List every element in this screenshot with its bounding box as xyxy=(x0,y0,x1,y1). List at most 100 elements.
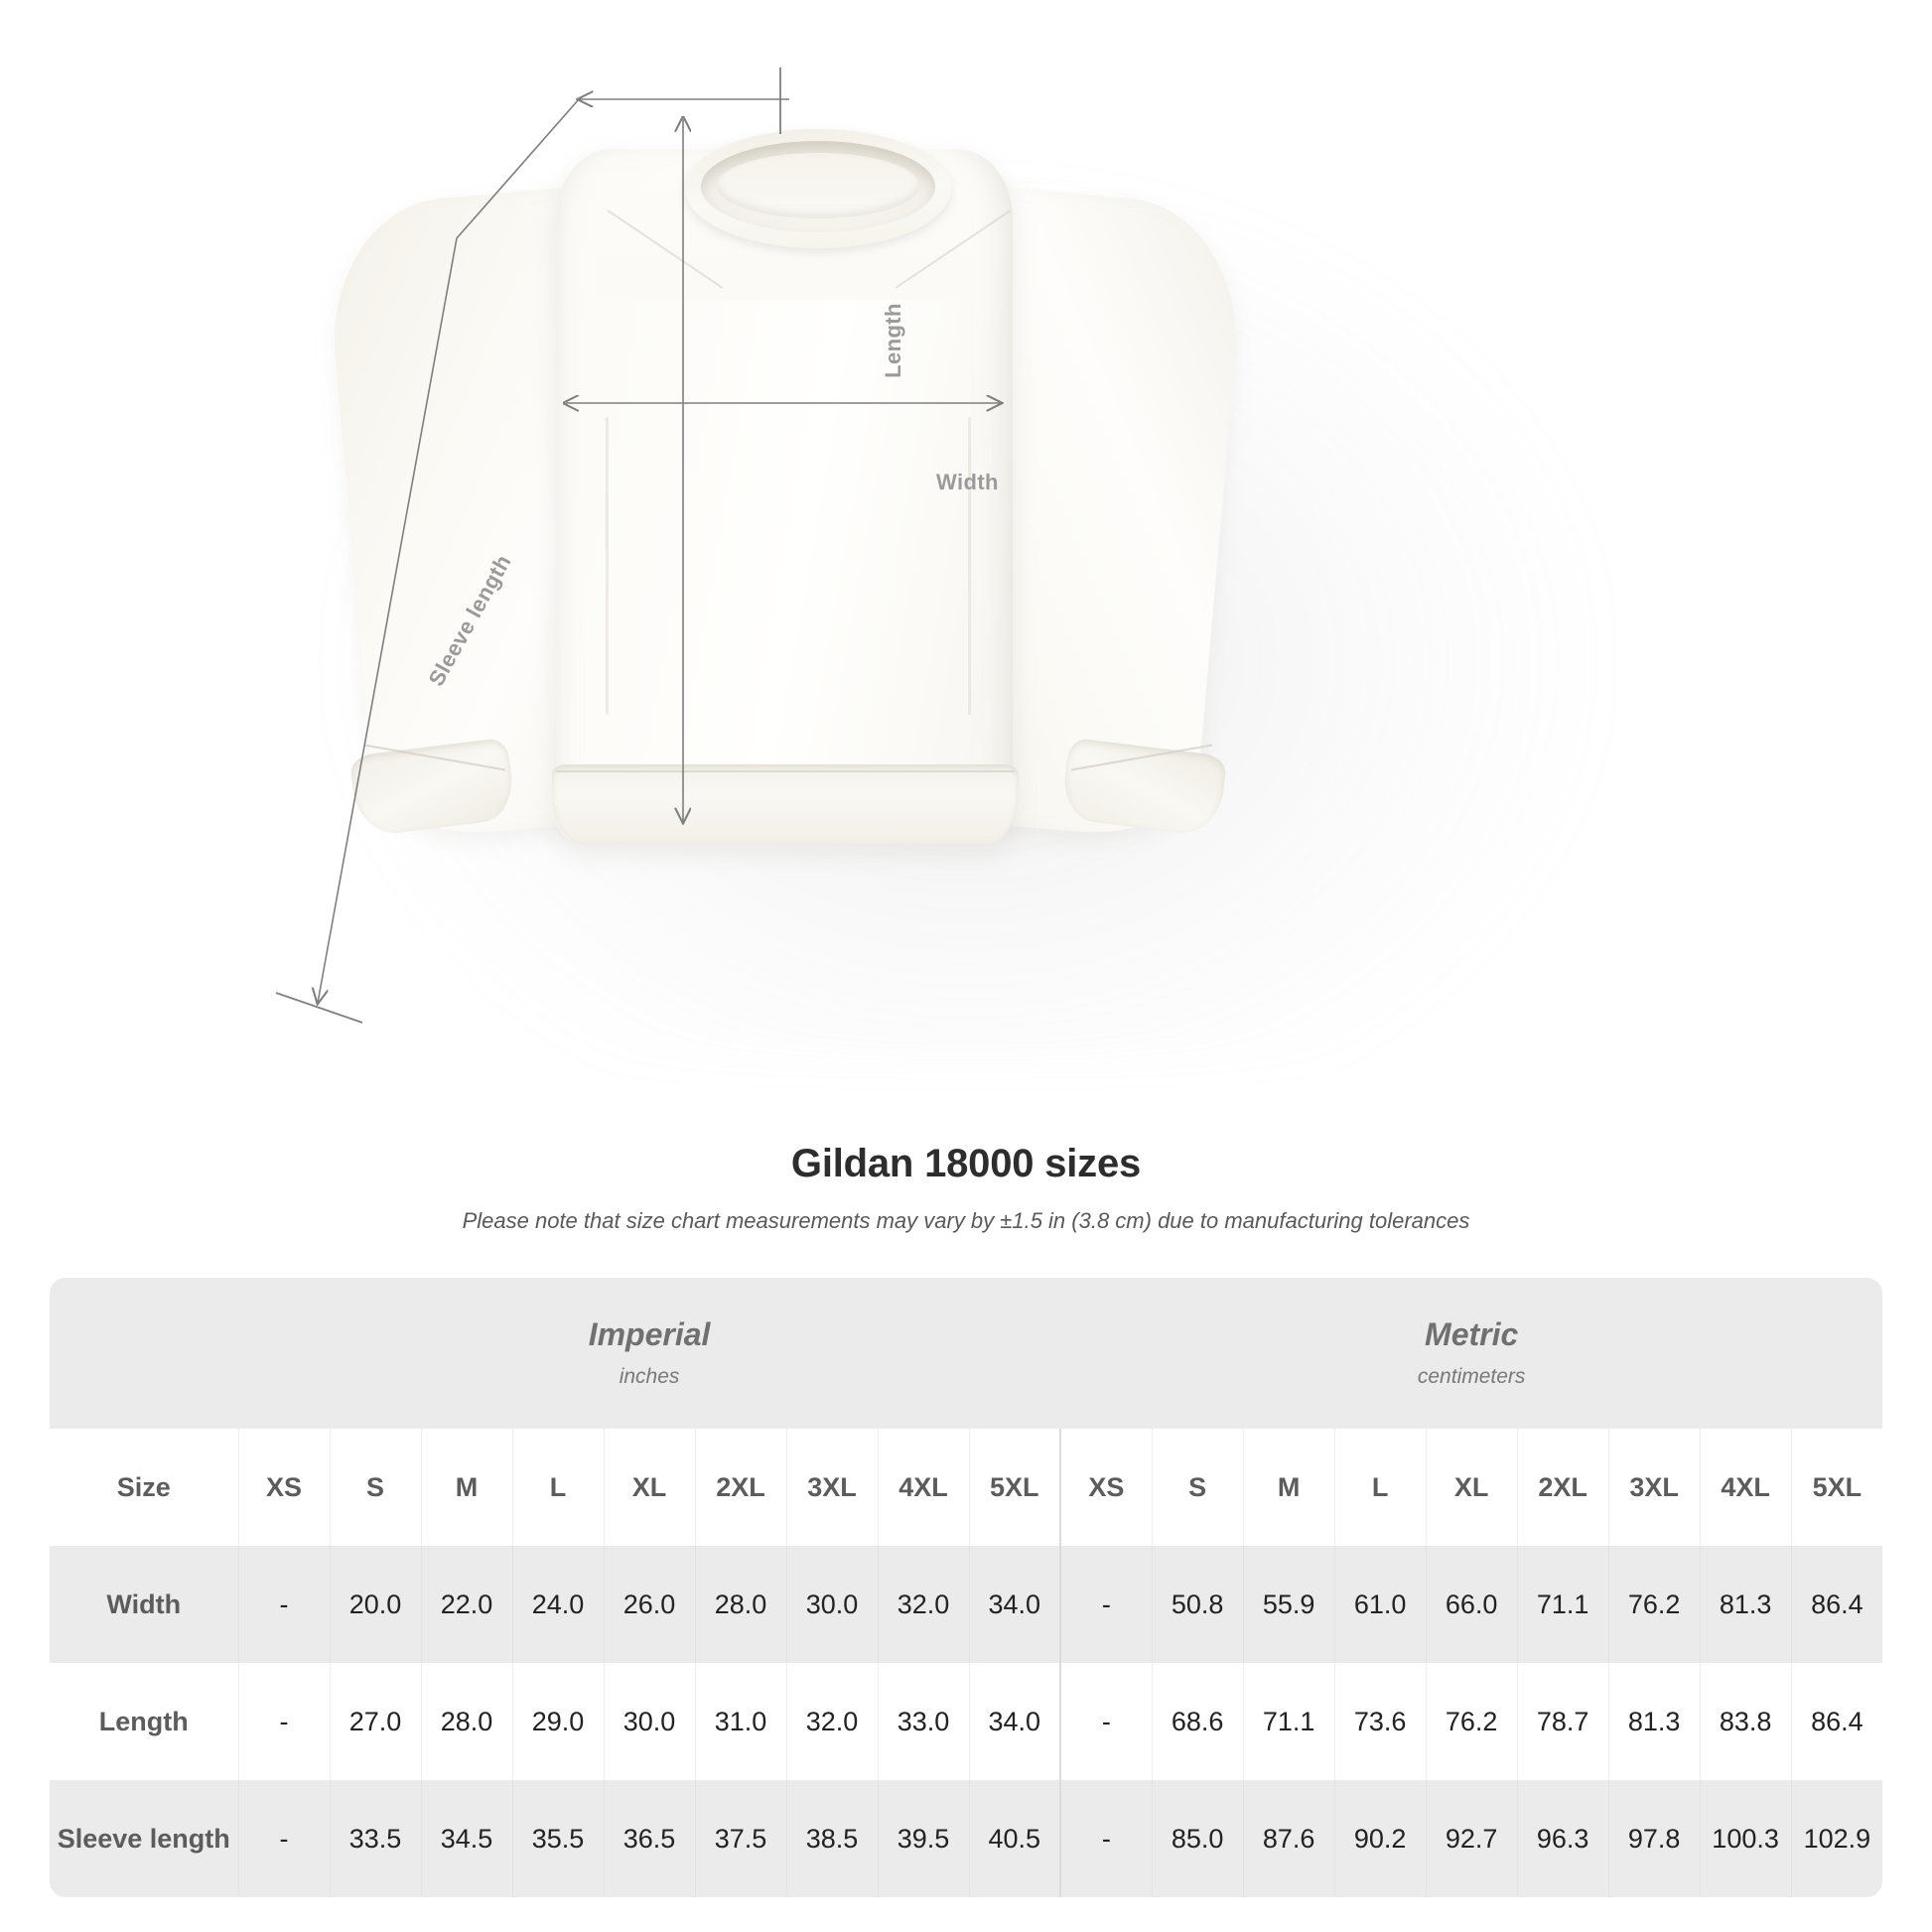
size-header-imperial-5xl: 5XL xyxy=(969,1429,1062,1546)
cell-length-metric-s: 68.6 xyxy=(1152,1663,1244,1780)
collar-opening xyxy=(717,153,919,218)
cell-width-metric-s: 50.8 xyxy=(1152,1546,1244,1663)
cell-sleeve-metric-l: 90.2 xyxy=(1334,1780,1427,1897)
unit-system-row: Imperial inches Metric centimeters xyxy=(50,1278,1882,1429)
cell-length-metric-l: 73.6 xyxy=(1334,1663,1427,1780)
cell-width-imperial-4xl: 32.0 xyxy=(878,1546,970,1663)
cell-sleeve-metric-5xl: 102.9 xyxy=(1791,1780,1882,1897)
cell-width-imperial-m: 22.0 xyxy=(421,1546,513,1663)
size-header-metric-m: M xyxy=(1243,1429,1335,1546)
cell-sleeve-imperial-4xl: 39.5 xyxy=(878,1780,970,1897)
size-header-metric-xs: XS xyxy=(1060,1429,1153,1546)
size-header-metric-5xl: 5XL xyxy=(1791,1429,1882,1546)
metric-label: Metric xyxy=(1425,1316,1519,1353)
size-header-imperial-xs: XS xyxy=(238,1429,331,1546)
cell-length-metric-2xl: 78.7 xyxy=(1517,1663,1609,1780)
cell-width-imperial-s: 20.0 xyxy=(330,1546,422,1663)
cell-width-metric-m: 55.9 xyxy=(1243,1546,1335,1663)
cell-length-metric-xl: 76.2 xyxy=(1426,1663,1518,1780)
cell-length-metric-4xl: 83.8 xyxy=(1700,1663,1792,1780)
size-header-metric-l: L xyxy=(1334,1429,1427,1546)
size-header-metric-2xl: 2XL xyxy=(1517,1429,1609,1546)
cell-width-imperial-3xl: 30.0 xyxy=(786,1546,879,1663)
fabric-fold-left xyxy=(606,417,609,715)
cell-sleeve-imperial-xl: 36.5 xyxy=(604,1780,696,1897)
cell-sleeve-imperial-m: 34.5 xyxy=(421,1780,513,1897)
size-header-label: Size xyxy=(50,1429,239,1546)
size-header-metric-4xl: 4XL xyxy=(1700,1429,1792,1546)
size-header-metric-3xl: 3XL xyxy=(1608,1429,1701,1546)
cell-length-imperial-4xl: 33.0 xyxy=(878,1663,970,1780)
cell-sleeve-metric-xs: - xyxy=(1060,1780,1153,1897)
imperial-header-cell: Imperial inches xyxy=(238,1278,1061,1429)
length-label: Length xyxy=(880,303,905,378)
tolerance-note: Please note that size chart measurements… xyxy=(462,1208,1470,1233)
size-header-imperial-4xl: 4XL xyxy=(878,1429,970,1546)
cell-width-metric-l: 61.0 xyxy=(1334,1546,1427,1663)
page-title: Gildan 18000 sizes xyxy=(790,1142,1142,1185)
cell-length-metric-5xl: 86.4 xyxy=(1791,1663,1882,1780)
cell-sleeve-metric-m: 87.6 xyxy=(1243,1780,1335,1897)
cell-width-imperial-xs: - xyxy=(238,1546,331,1663)
title-block: Gildan 18000 sizes Please note that size… xyxy=(0,1132,1932,1234)
cell-width-metric-2xl: 71.1 xyxy=(1517,1546,1609,1663)
cell-length-imperial-xl: 30.0 xyxy=(604,1663,696,1780)
cell-length-imperial-l: 29.0 xyxy=(512,1663,605,1780)
row-label-width: Width xyxy=(50,1546,239,1663)
cell-sleeve-imperial-l: 35.5 xyxy=(512,1780,605,1897)
size-header-imperial-3xl: 3XL xyxy=(786,1429,879,1546)
row-label-length: Length xyxy=(50,1663,239,1780)
cell-length-imperial-2xl: 31.0 xyxy=(695,1663,787,1780)
cell-width-imperial-2xl: 28.0 xyxy=(695,1546,787,1663)
row-label-sleeve-length: Sleeve length xyxy=(50,1780,239,1897)
cell-length-imperial-3xl: 32.0 xyxy=(786,1663,879,1780)
cell-length-imperial-s: 27.0 xyxy=(330,1663,422,1780)
cell-length-metric-xs: - xyxy=(1060,1663,1153,1780)
imperial-label: Imperial xyxy=(588,1316,711,1353)
width-label: Width xyxy=(936,470,999,494)
cell-sleeve-imperial-3xl: 38.5 xyxy=(786,1780,879,1897)
cell-sleeve-metric-4xl: 100.3 xyxy=(1700,1780,1792,1897)
table-corner-cell xyxy=(50,1278,238,1429)
cell-sleeve-metric-s: 85.0 xyxy=(1152,1780,1244,1897)
cell-width-imperial-l: 24.0 xyxy=(512,1546,605,1663)
table-row: Sleeve length - 33.5 34.5 35.5 36.5 37.5… xyxy=(50,1780,1882,1897)
imperial-unit: inches xyxy=(619,1364,680,1388)
cell-width-imperial-5xl: 34.0 xyxy=(969,1546,1062,1663)
cell-width-metric-3xl: 76.2 xyxy=(1608,1546,1701,1663)
size-header-metric-s: S xyxy=(1152,1429,1244,1546)
cell-sleeve-metric-3xl: 97.8 xyxy=(1608,1780,1701,1897)
size-header-imperial-m: M xyxy=(421,1429,513,1546)
size-header-imperial-s: S xyxy=(330,1429,422,1546)
size-header-metric-xl: XL xyxy=(1426,1429,1518,1546)
cell-width-metric-5xl: 86.4 xyxy=(1791,1546,1882,1663)
table-row: Width - 20.0 22.0 24.0 26.0 28.0 30.0 32… xyxy=(50,1546,1882,1663)
cell-width-metric-4xl: 81.3 xyxy=(1700,1546,1792,1663)
cell-sleeve-imperial-s: 33.5 xyxy=(330,1780,422,1897)
metric-header-cell: Metric centimeters xyxy=(1060,1278,1882,1429)
cell-width-metric-xl: 66.0 xyxy=(1426,1546,1518,1663)
size-chart-table-wrapper: Imperial inches Metric centimeters Size … xyxy=(50,1278,1882,1897)
garment-hem-seam xyxy=(556,770,1015,772)
garment-diagram: Length Width Sleeve length xyxy=(275,68,1608,1062)
size-header-imperial-2xl: 2XL xyxy=(695,1429,787,1546)
cell-sleeve-metric-xl: 92.7 xyxy=(1426,1780,1518,1897)
cell-length-imperial-m: 28.0 xyxy=(421,1663,513,1780)
fabric-fold-right xyxy=(968,417,971,715)
table-row: Length - 27.0 28.0 29.0 30.0 31.0 32.0 3… xyxy=(50,1663,1882,1780)
cell-sleeve-metric-2xl: 96.3 xyxy=(1517,1780,1609,1897)
cell-length-imperial-5xl: 34.0 xyxy=(969,1663,1062,1780)
size-header-row: Size XS S M L XL 2XL 3XL 4XL 5XL XS S M … xyxy=(50,1429,1882,1546)
cell-sleeve-imperial-xs: - xyxy=(238,1780,331,1897)
cell-length-metric-m: 71.1 xyxy=(1243,1663,1335,1780)
cell-sleeve-imperial-2xl: 37.5 xyxy=(695,1780,787,1897)
cell-sleeve-imperial-5xl: 40.5 xyxy=(969,1780,1062,1897)
garment-hem xyxy=(552,764,1019,844)
cell-length-metric-3xl: 81.3 xyxy=(1608,1663,1701,1780)
metric-unit: centimeters xyxy=(1417,1364,1526,1388)
cell-width-metric-xs: - xyxy=(1060,1546,1153,1663)
cell-width-imperial-xl: 26.0 xyxy=(604,1546,696,1663)
size-chart-table: Imperial inches Metric centimeters Size … xyxy=(50,1278,1882,1897)
size-header-imperial-xl: XL xyxy=(604,1429,696,1546)
cell-length-imperial-xs: - xyxy=(238,1663,331,1780)
